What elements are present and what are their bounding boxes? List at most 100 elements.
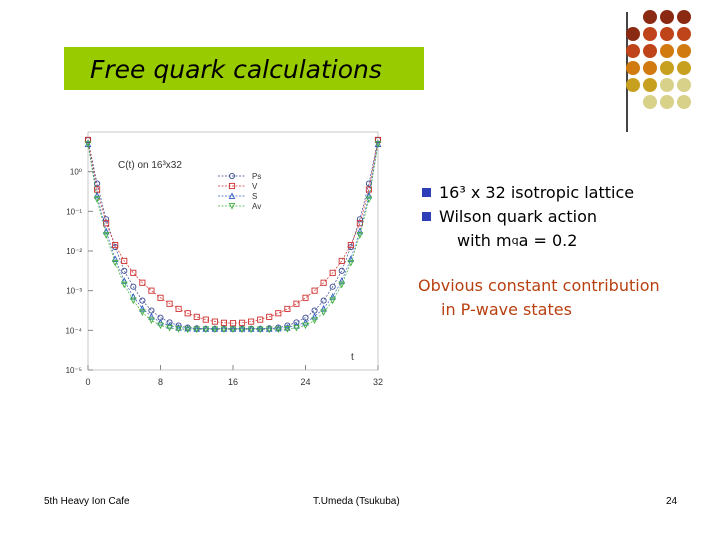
data-point [139,304,146,312]
decor-dot [677,95,691,109]
decor-dot [643,10,657,24]
chart-title: C(t) on 16³x32 [118,160,182,171]
legend-label: V [252,182,258,191]
data-point [311,312,318,320]
data-point [148,287,155,294]
y-tick-label: 10⁰ [70,168,82,177]
data-point [284,323,291,331]
data-point [148,317,155,325]
data-point [157,294,164,301]
y-tick-label: 10⁻³ [66,287,82,296]
data-point [103,220,110,227]
data-point [111,255,119,262]
data-point [121,267,128,274]
data-point [284,326,291,333]
data-point [202,326,210,334]
bullet-square-icon [422,187,431,197]
data-point [175,322,182,329]
decor-dot [643,78,657,92]
y-tick-label: 10⁻⁵ [66,366,82,375]
data-point [202,316,209,323]
data-point [229,326,237,334]
data-point [320,279,327,286]
bullet-list: 16³ x 32 isotropic lattice Wilson quark … [422,180,634,252]
page-number: 24 [666,496,678,507]
bullet-text-prefix: with m [457,230,512,250]
decor-dot [677,10,691,24]
note-line: in P-wave states [441,300,572,319]
decor-dot [677,27,691,41]
x-axis-label: t [351,352,354,363]
data-point [93,191,101,199]
data-point [266,313,273,320]
data-point [139,309,146,317]
footer-center: T.Umeda (Tsukuba) [313,496,400,507]
data-point [211,326,219,334]
data-point [184,326,192,334]
y-tick-label: 10⁻¹ [66,207,82,216]
data-point [121,257,128,264]
data-point [184,310,191,317]
series-line [87,143,379,330]
decor-dot [677,61,691,75]
decor-dot [677,44,691,58]
data-point [274,326,282,334]
data-point [338,267,345,274]
data-point [228,182,236,190]
decor-dot [660,61,674,75]
x-tick-label: 16 [228,377,238,387]
data-point [311,317,318,325]
bullet-text-suffix: a = 0.2 [518,230,578,250]
data-point [175,305,182,312]
data-point [356,232,364,239]
data-point [130,269,137,276]
data-point [320,309,327,317]
data-point [129,297,137,305]
data-point [102,232,110,239]
decor-dot [626,78,640,92]
data-point [228,192,236,200]
footer-left: 5th Heavy Ion Cafe [44,496,130,507]
data-point [329,297,337,305]
data-point [184,324,192,332]
data-point [284,322,291,329]
data-point [329,283,336,290]
data-point [248,318,255,325]
data-point [157,322,164,330]
data-point [148,312,155,320]
data-point [365,196,373,204]
data-point [157,318,164,326]
data-point [111,259,119,267]
decor-dot [643,44,657,58]
data-point [293,300,300,307]
data-point [275,310,282,317]
data-point [338,257,345,264]
data-point [274,324,282,332]
data-point [302,322,309,330]
series-line [87,143,379,330]
bullet-square-icon [422,211,431,221]
bullet-text: 16³ x 32 isotropic lattice [439,182,635,202]
data-point [238,326,246,334]
y-tick-label: 10⁻⁴ [65,326,82,335]
legend-label: Ps [252,172,261,181]
data-point [302,318,309,326]
data-point [374,140,382,148]
data-point [329,293,337,300]
decor-dot [660,27,674,41]
data-point [265,326,273,334]
decor-dot [660,78,674,92]
data-point [112,241,119,249]
x-tick-label: 8 [158,377,163,387]
bullet-item: Wilson quark action [422,204,634,228]
decor-dot [643,27,657,41]
data-point [84,140,92,148]
data-point [193,313,200,320]
data-point [84,136,92,143]
decor-dot [626,61,640,75]
data-point [175,323,182,331]
data-point [139,279,146,286]
data-point [193,326,201,334]
data-point [139,297,146,304]
title-banner: Free quark calculations [64,47,424,90]
